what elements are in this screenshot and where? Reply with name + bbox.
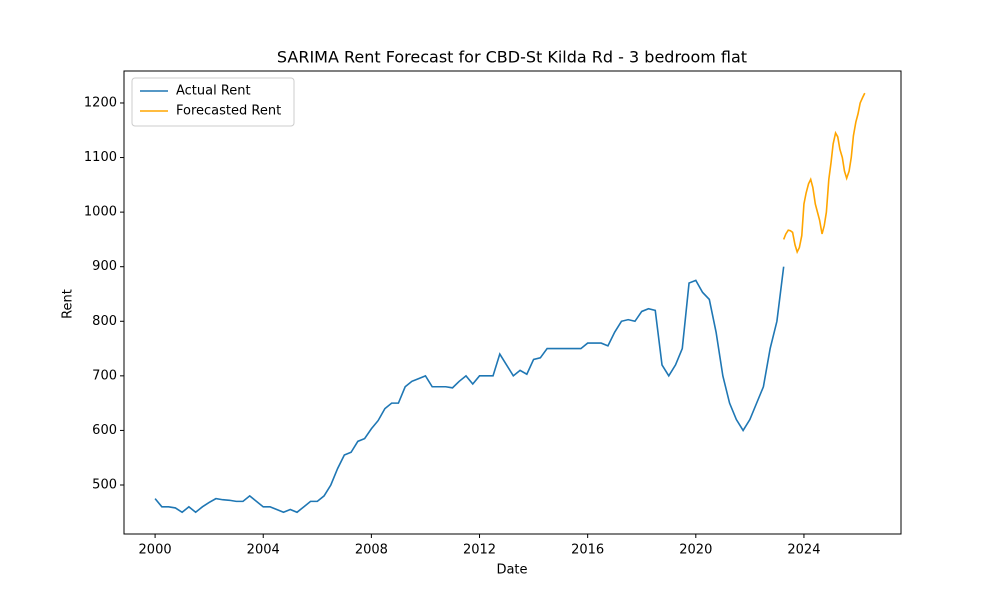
chart-title: SARIMA Rent Forecast for CBD-St Kilda Rd… [277, 48, 747, 67]
y-tick-label: 1200 [84, 95, 117, 110]
x-tick-label: 2020 [679, 543, 712, 558]
y-tick-label: 1000 [84, 205, 117, 220]
x-tick-label: 2016 [571, 543, 604, 558]
legend-label: Forecasted Rent [176, 104, 281, 119]
x-tick-label: 2000 [139, 543, 172, 558]
y-tick-label: 500 [92, 477, 117, 492]
plot-frame [123, 70, 902, 535]
x-axis-label: Date [496, 563, 527, 578]
y-axis-label: Rent [61, 289, 76, 319]
y-tick-label: 700 [92, 368, 117, 383]
y-tick-label: 900 [92, 259, 117, 274]
series-line [782, 92, 866, 255]
y-tick-label: 800 [92, 314, 117, 329]
x-tick-label: 2008 [355, 543, 388, 558]
y-tick-label: 600 [92, 423, 117, 438]
y-tick-label: 1100 [84, 150, 117, 165]
x-tick-label: 2012 [463, 543, 496, 558]
legend-box [131, 77, 295, 127]
series-line [154, 266, 785, 514]
x-tick-label: 2004 [247, 543, 280, 558]
x-tick-label: 2024 [787, 543, 820, 558]
legend-label: Actual Rent [176, 84, 251, 99]
